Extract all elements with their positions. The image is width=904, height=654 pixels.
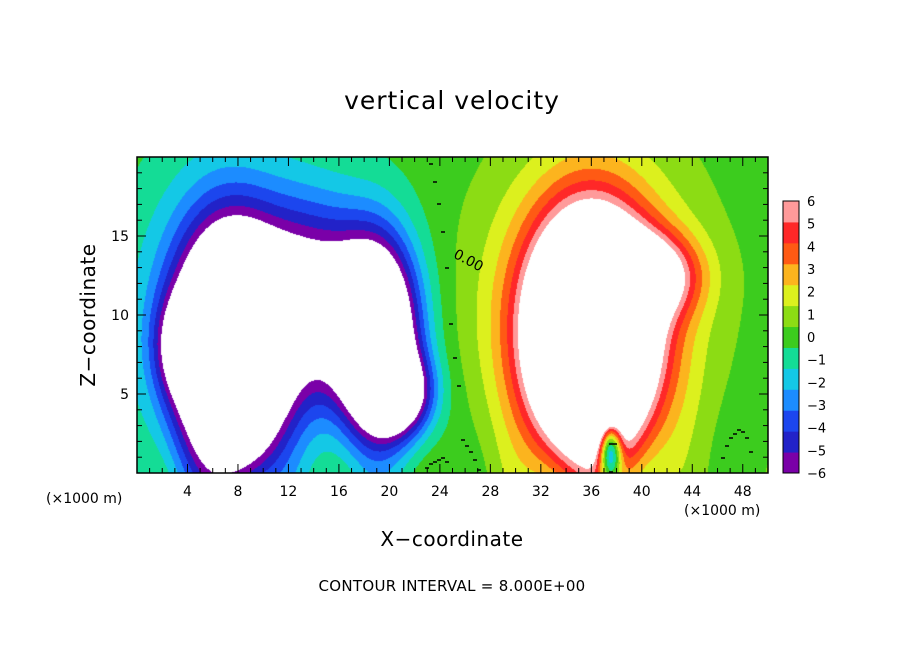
y-tick-label: 5 [120,387,129,403]
colorbar: 6 5 4 3 2 1 0 −1 −2 −3 −4 −5 −6 [782,195,826,482]
x-tick-label: 40 [633,484,651,500]
colorbar-label: 3 [807,263,815,278]
x-tick-label: 48 [734,484,752,500]
velocity-field-heatmap [137,157,768,473]
colorbar-swatch [783,389,799,411]
colorbar-swatch [783,452,799,474]
colorbar-label: 0 [807,331,815,346]
plot-area [137,157,768,473]
x-tick-label: 32 [532,484,550,500]
x-tick-label: 20 [380,484,398,500]
colorbar-swatch [783,284,799,307]
colorbar-label: 2 [807,286,815,301]
colorbar-label: 4 [807,240,815,255]
colorbar-frame [782,200,800,474]
colorbar-label: −5 [807,444,826,459]
colorbar-swatch [783,347,799,369]
x-tick-label: 8 [233,484,242,500]
x-tick-label: 12 [280,484,298,500]
x-axis-unit-label-left: (×1000 m) [46,491,123,507]
y-tick-label: 15 [111,229,129,245]
colorbar-label: 6 [807,195,815,210]
x-tick-label: 24 [431,484,449,500]
x-tick-label: 36 [582,484,600,500]
x-tick-label: 28 [481,484,499,500]
x-axis-label: X−coordinate [380,527,524,551]
contour-interval-note: CONTOUR INTERVAL = 8.000E+00 [318,577,586,595]
colorbar-label: 1 [807,308,815,323]
colorbar-label: −4 [807,422,826,437]
colorbar-label: 5 [807,218,815,233]
colorbar-swatch [783,201,799,223]
colorbar-label: −2 [807,376,826,391]
y-axis-ticks: 5 10 15 [111,172,768,458]
colorbar-swatch [783,263,799,286]
x-tick-label: 4 [183,484,192,500]
colorbar-swatch [783,368,799,390]
colorbar-swatch [783,326,799,348]
y-tick-label: 10 [111,308,129,324]
x-tick-label: 16 [330,484,348,500]
x-axis-unit-label-right: (×1000 m) [684,503,761,519]
colorbar-label: −6 [807,467,826,482]
colorbar-swatch [783,431,799,453]
colorbar-swatch [783,221,799,244]
x-axis-ticks: 4 8 12 16 20 24 28 32 36 40 44 48 [149,157,756,500]
colorbar-label: −1 [807,354,826,369]
colorbar-swatch [783,410,799,432]
colorbar-label: −3 [807,399,826,414]
colorbar-swatch [783,242,799,265]
chart-title: vertical velocity [344,86,560,115]
x-tick-label: 44 [683,484,701,500]
colorbar-swatch [783,305,799,328]
